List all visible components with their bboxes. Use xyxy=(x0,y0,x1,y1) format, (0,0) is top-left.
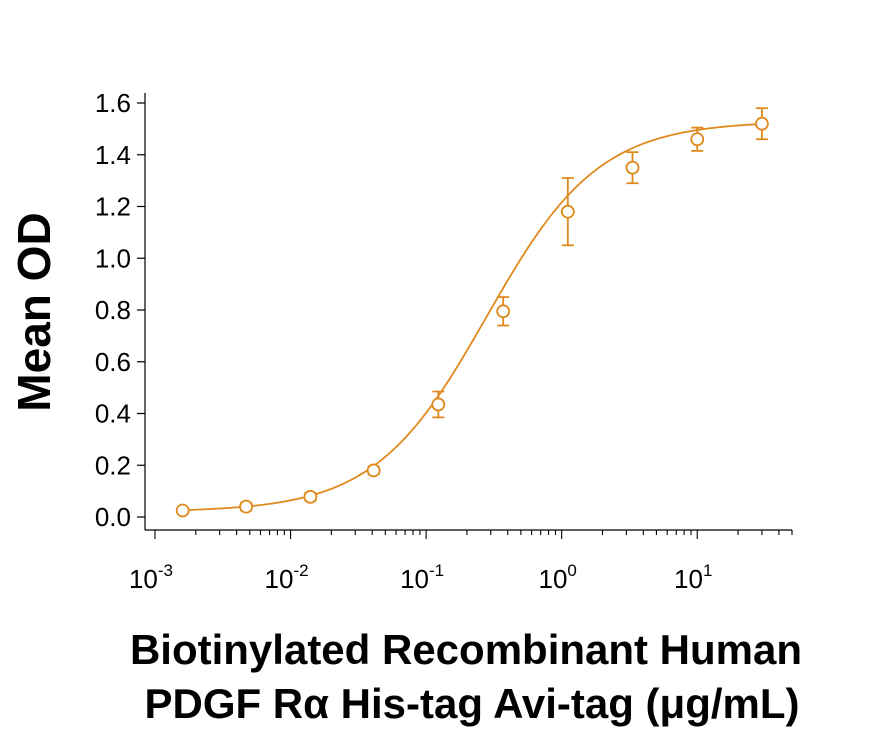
x-tick-label: 10-2 xyxy=(265,561,309,594)
x-axis-title-line1: Biotinylated Recombinant Human xyxy=(130,626,802,673)
data-point xyxy=(366,463,381,478)
data-points xyxy=(175,107,769,518)
point-marker xyxy=(690,132,705,147)
data-point xyxy=(239,499,254,514)
x-tick-label: 10-3 xyxy=(129,561,173,594)
point-marker xyxy=(175,503,190,518)
point-marker xyxy=(303,489,318,504)
data-point xyxy=(496,296,511,327)
data-point xyxy=(560,177,575,247)
x-axis-ticks: 10-3 10-2 10-1 100 101 xyxy=(129,530,793,594)
y-tick-label: 1.2 xyxy=(95,192,131,222)
point-marker xyxy=(560,204,575,219)
data-point xyxy=(431,390,446,419)
y-tick-label: 0.6 xyxy=(95,347,131,377)
data-point xyxy=(303,489,318,504)
data-point xyxy=(625,151,640,185)
y-tick-label: 0.0 xyxy=(95,502,131,532)
y-tick-label: 1.6 xyxy=(95,88,131,118)
data-point xyxy=(690,126,705,152)
y-tick-label: 1.0 xyxy=(95,243,131,273)
fit-line xyxy=(182,123,762,512)
y-axis-ticks: 0.0 0.2 0.4 0.6 0.8 1.0 1.2 1.4 1.6 xyxy=(95,88,145,532)
x-tick-label: 100 xyxy=(538,561,576,594)
data-point xyxy=(175,503,190,518)
point-marker xyxy=(625,160,640,175)
point-marker xyxy=(366,463,381,478)
fit-curve xyxy=(182,123,762,512)
y-axis-title: Mean OD xyxy=(8,212,60,411)
y-tick-label: 1.4 xyxy=(95,140,131,170)
point-marker xyxy=(431,397,446,412)
data-point xyxy=(755,107,769,141)
point-marker xyxy=(755,116,769,131)
axes xyxy=(144,93,792,531)
x-tick-label: 10-1 xyxy=(400,561,444,594)
y-tick-label: 0.2 xyxy=(95,450,131,480)
y-tick-label: 0.4 xyxy=(95,399,131,429)
x-axis-title-line2: PDGF Rα His-tag Avi-tag (μg/mL) xyxy=(144,680,799,727)
point-marker xyxy=(496,304,511,319)
point-marker xyxy=(239,499,254,514)
y-tick-label: 0.8 xyxy=(95,295,131,325)
x-tick-label: 101 xyxy=(674,561,712,594)
